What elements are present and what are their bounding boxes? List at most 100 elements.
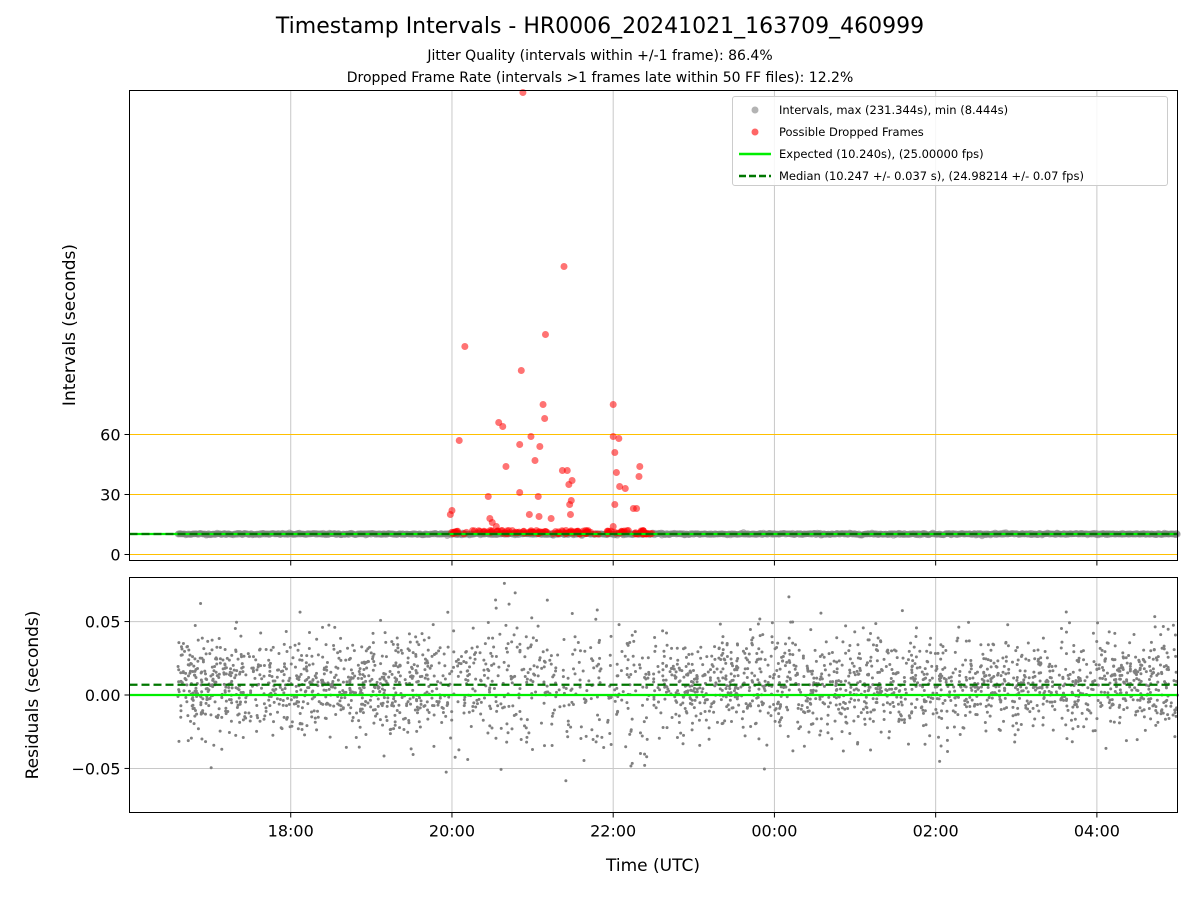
residual-point — [472, 661, 476, 665]
chart-title: Timestamp Intervals - HR0006_20241021_16… — [275, 14, 925, 39]
residual-point — [207, 704, 211, 708]
residual-point — [996, 659, 1000, 663]
residual-point — [259, 631, 263, 635]
residual-point — [843, 701, 847, 705]
residual-point — [191, 655, 195, 659]
residual-point — [809, 689, 813, 693]
residual-point — [890, 687, 894, 691]
residual-point — [734, 685, 738, 689]
residual-point — [834, 696, 838, 700]
residual-point — [1142, 708, 1146, 712]
residual-point — [629, 673, 633, 677]
residual-point — [847, 674, 851, 678]
dropped-frame-point — [609, 401, 617, 408]
residual-point — [879, 691, 883, 695]
residual-point — [683, 706, 687, 710]
residual-point — [298, 658, 302, 662]
residual-point — [632, 639, 636, 643]
residual-point — [712, 670, 716, 674]
residual-point — [1159, 712, 1163, 716]
residual-point — [398, 664, 402, 668]
residual-point — [1027, 702, 1031, 706]
residual-point — [676, 658, 680, 662]
residual-point — [891, 679, 895, 683]
residual-point — [227, 673, 231, 677]
residual-point — [954, 667, 958, 671]
residual-point — [241, 718, 245, 722]
residual-point — [1015, 645, 1019, 649]
residual-point — [1073, 700, 1077, 704]
residual-point — [351, 716, 355, 720]
residual-point — [304, 665, 308, 669]
residual-point — [566, 735, 570, 739]
residual-point — [358, 667, 362, 671]
residual-point — [1159, 633, 1163, 637]
residual-point — [372, 685, 376, 689]
residual-point — [772, 702, 776, 706]
residual-point — [441, 706, 445, 710]
residual-point — [365, 666, 369, 670]
residual-point — [525, 677, 529, 681]
residual-point — [484, 662, 488, 666]
residual-point — [582, 759, 586, 763]
residual-point — [896, 702, 900, 706]
residual-point — [310, 654, 314, 658]
residual-point — [444, 770, 448, 774]
residual-point — [421, 653, 425, 657]
residual-point — [457, 748, 461, 752]
residual-point — [274, 687, 278, 691]
residual-point — [919, 706, 923, 710]
residual-point — [869, 631, 873, 635]
residual-point — [333, 686, 337, 690]
residual-point — [921, 724, 925, 728]
residual-point — [1004, 659, 1008, 663]
residual-point — [976, 703, 980, 707]
residual-point — [505, 650, 509, 654]
residual-point — [1109, 719, 1113, 723]
residual-point — [1125, 706, 1129, 710]
residual-point — [984, 729, 988, 733]
residual-point — [416, 708, 420, 712]
residual-point — [307, 663, 311, 667]
residual-point — [748, 685, 752, 689]
residual-point — [564, 686, 568, 690]
residual-point — [856, 714, 860, 718]
residual-point — [1118, 688, 1122, 692]
residual-point — [462, 698, 466, 702]
residual-point — [945, 738, 949, 742]
residual-point — [191, 669, 195, 673]
residual-point — [316, 680, 320, 684]
residual-point — [885, 701, 889, 705]
residual-point — [179, 709, 183, 713]
residual-point — [751, 636, 755, 640]
residual-point — [712, 710, 716, 714]
residual-point — [939, 657, 943, 661]
residual-point — [1084, 717, 1088, 721]
residual-point — [909, 641, 913, 645]
residual-point — [699, 645, 703, 649]
residual-point — [682, 675, 686, 679]
residual-point — [1096, 683, 1100, 687]
residual-point — [423, 704, 427, 708]
residual-point — [510, 681, 514, 685]
residual-point — [231, 663, 235, 667]
residual-point — [234, 733, 238, 737]
residual-point — [720, 641, 724, 645]
residual-point — [954, 703, 958, 707]
residual-point — [382, 696, 386, 700]
residual-point — [281, 679, 285, 683]
dropped-frame-point — [566, 511, 574, 518]
residual-point — [715, 720, 719, 724]
residual-point — [1121, 697, 1125, 701]
residual-point — [540, 666, 544, 670]
residual-point — [708, 668, 712, 672]
residual-point — [235, 620, 239, 624]
residual-point — [999, 674, 1003, 678]
residual-point — [573, 648, 577, 652]
residual-point — [805, 664, 809, 668]
residual-point — [258, 719, 262, 723]
residual-point — [1136, 689, 1140, 693]
residual-point — [327, 687, 331, 691]
residual-point — [743, 667, 747, 671]
residual-point — [921, 685, 925, 689]
